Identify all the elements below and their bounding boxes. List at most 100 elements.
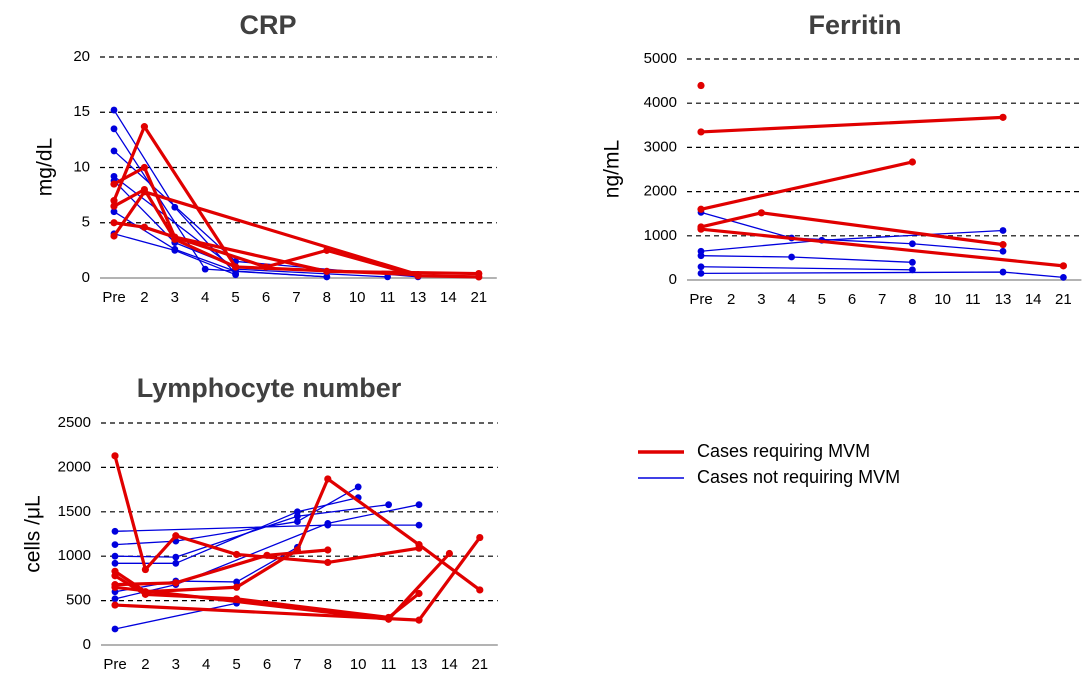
y-tick-label: 2000 bbox=[644, 183, 677, 200]
y-tick-label: 1000 bbox=[58, 547, 91, 564]
data-point-mvm bbox=[475, 273, 483, 281]
series-line-non-mvm bbox=[700, 271, 1065, 278]
ferritin-chart: Ferritin ng/mL 0 1000 2000 3000 4000 5000 Pre 2 3 4… bbox=[601, 10, 1082, 308]
x-tick-label: 3 bbox=[757, 291, 765, 308]
x-tick-label: 7 bbox=[878, 291, 886, 308]
data-point-mvm bbox=[111, 583, 119, 591]
data-point-mvm bbox=[263, 551, 271, 559]
y-tick-label: 5 bbox=[82, 214, 90, 231]
data-point-mvm bbox=[141, 590, 149, 598]
y-tick-label: 1000 bbox=[644, 227, 677, 244]
data-point-mvm bbox=[415, 541, 423, 549]
x-tick-label: 3 bbox=[171, 289, 179, 306]
y-tick-label: 1500 bbox=[58, 503, 91, 520]
data-point-non-mvm bbox=[999, 247, 1007, 255]
x-tick-label: 6 bbox=[262, 289, 270, 306]
data-point-non-mvm bbox=[1060, 273, 1067, 281]
data-point-non-mvm bbox=[909, 240, 916, 248]
data-point-non-mvm bbox=[697, 252, 705, 260]
data-point-non-mvm bbox=[171, 246, 179, 254]
data-point-mvm bbox=[323, 267, 331, 275]
x-tick-label: 5 bbox=[232, 656, 240, 673]
x-tick-label: 10 bbox=[350, 656, 367, 673]
data-point-mvm bbox=[172, 532, 180, 540]
data-point-mvm bbox=[141, 565, 149, 574]
x-tick-label: 13 bbox=[411, 656, 428, 673]
data-point-non-mvm bbox=[201, 265, 209, 273]
x-tick-label: 7 bbox=[293, 656, 301, 673]
data-point-non-mvm bbox=[385, 501, 392, 509]
x-tick-label: 8 bbox=[324, 656, 332, 673]
data-point-non-mvm bbox=[788, 253, 795, 261]
series-line-mvm bbox=[699, 227, 1066, 268]
data-point-mvm bbox=[757, 209, 766, 217]
x-tick-label: 13 bbox=[410, 289, 427, 306]
data-point-mvm bbox=[232, 263, 240, 271]
data-point-non-mvm bbox=[110, 147, 118, 155]
data-point-non-mvm bbox=[172, 553, 180, 561]
data-point-non-mvm bbox=[909, 266, 916, 274]
series-line-mvm bbox=[112, 188, 238, 269]
data-point-mvm bbox=[414, 272, 422, 280]
x-tick-label: 5 bbox=[231, 289, 239, 306]
data-point-non-mvm bbox=[323, 273, 331, 281]
data-point-non-mvm bbox=[111, 625, 119, 633]
data-point-mvm bbox=[111, 572, 119, 580]
data-point-non-mvm bbox=[172, 559, 180, 567]
y-tick-label: 10 bbox=[73, 158, 90, 175]
data-point-mvm bbox=[171, 235, 179, 243]
legend: Cases requiring MVM Cases not requiring M… bbox=[638, 441, 900, 487]
series-line-mvm bbox=[113, 454, 421, 572]
x-tick-label: 4 bbox=[201, 289, 209, 306]
series-line-non-mvm bbox=[114, 496, 359, 564]
series-line-non-mvm bbox=[114, 602, 238, 630]
data-point-mvm bbox=[140, 163, 148, 172]
lymphocyte-chart: Lymphocyte number cells /μL 0 500 1000 1500 20… bbox=[22, 373, 498, 673]
data-point-mvm bbox=[111, 452, 119, 460]
data-point-non-mvm bbox=[697, 269, 705, 277]
data-point-mvm bbox=[110, 180, 118, 188]
data-point-non-mvm bbox=[232, 271, 240, 279]
y-tick-label: 4000 bbox=[644, 94, 677, 111]
data-point-non-mvm bbox=[354, 483, 362, 491]
data-point-mvm bbox=[445, 549, 453, 558]
x-tick-label: Pre bbox=[103, 656, 126, 673]
series-line-mvm bbox=[112, 221, 481, 279]
x-tick-label: 10 bbox=[934, 291, 951, 308]
x-tick-label: 11 bbox=[965, 291, 981, 308]
data-point-mvm bbox=[999, 241, 1007, 249]
y-tick-label: 2500 bbox=[58, 414, 91, 431]
y-tick-label: 500 bbox=[66, 592, 91, 609]
data-point-mvm bbox=[233, 550, 241, 559]
data-point-mvm bbox=[262, 263, 270, 271]
x-tick-label: 2 bbox=[141, 656, 149, 673]
series-line-non-mvm bbox=[114, 546, 299, 593]
y-axis-title: cells /μL bbox=[22, 495, 45, 572]
data-point-non-mvm bbox=[111, 559, 119, 567]
data-point-non-mvm bbox=[909, 258, 916, 266]
data-point-non-mvm bbox=[294, 518, 301, 525]
series-line-mvm bbox=[699, 211, 1005, 247]
legend-label: Cases not requiring MVM bbox=[697, 467, 900, 487]
series-line-non-mvm bbox=[700, 255, 914, 263]
data-point-mvm bbox=[415, 589, 423, 598]
series-line-non-mvm bbox=[700, 266, 914, 271]
x-tick-label: 5 bbox=[818, 291, 826, 308]
data-point-non-mvm bbox=[110, 208, 118, 216]
x-tick-label: 4 bbox=[787, 291, 795, 308]
x-tick-label: 2 bbox=[140, 289, 148, 306]
x-tick-label: 14 bbox=[1025, 291, 1042, 308]
data-point-mvm bbox=[233, 595, 241, 603]
y-axis-title: ng/mL bbox=[601, 140, 624, 198]
y-tick-label: 3000 bbox=[644, 138, 677, 155]
data-point-mvm bbox=[385, 613, 393, 622]
data-point-mvm bbox=[908, 158, 917, 166]
data-point-mvm bbox=[697, 81, 705, 90]
data-point-mvm bbox=[476, 586, 484, 594]
x-tick-label: 21 bbox=[471, 656, 488, 673]
x-tick-label: 11 bbox=[381, 656, 397, 673]
data-point-mvm bbox=[697, 205, 705, 213]
data-point-mvm bbox=[999, 113, 1007, 121]
x-tick-label: 13 bbox=[995, 291, 1012, 308]
data-point-mvm bbox=[324, 558, 332, 567]
